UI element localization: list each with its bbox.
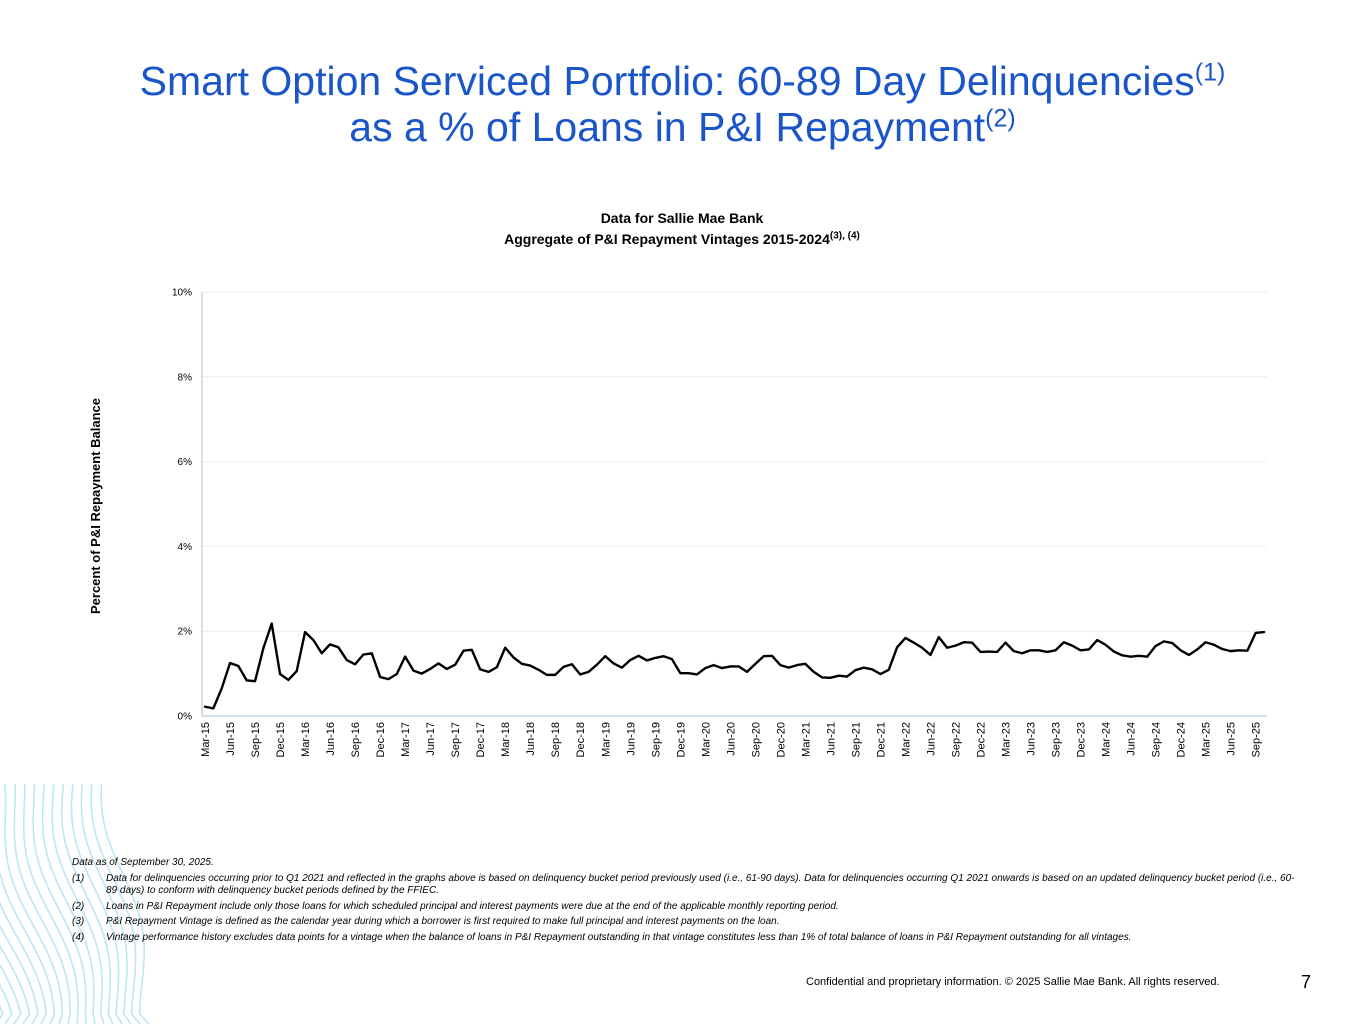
wave-line: [60, 783, 114, 1024]
page-number: 7: [1301, 972, 1312, 992]
x-tick-label: Jun-17: [425, 722, 437, 756]
x-tick-label: Mar-22: [900, 722, 912, 757]
y-tick-label: 2%: [178, 627, 193, 638]
data-as-of: Data as of September 30, 2025.: [72, 857, 214, 868]
wave-line: [4, 783, 64, 1024]
x-tick-label: Dec-19: [675, 722, 687, 757]
x-tick-label: Dec-18: [575, 722, 587, 757]
wave-line: [70, 783, 123, 1024]
x-tick-label: Jun-24: [1126, 722, 1138, 756]
y-tick-label: 4%: [178, 542, 193, 553]
wave-line: [100, 783, 150, 1024]
x-tick-label: Jun-16: [325, 722, 337, 756]
x-tick-label: Sep-25: [1251, 722, 1263, 757]
chart-subtitle-wrap: Aggregate of P&I Repayment Vintages 2015…: [382, 231, 982, 247]
x-tick-label: Dec-20: [775, 722, 787, 757]
x-tick-label: Dec-16: [375, 722, 387, 757]
y-axis-title: Percent of P&I Repayment Balance: [88, 398, 103, 614]
confidential-notice: Confidential and proprietary information…: [806, 976, 1220, 988]
title-line2-footnote: (2): [985, 104, 1016, 133]
x-tick-label: Mar-16: [300, 722, 312, 757]
chart-subtitle: Aggregate of P&I Repayment Vintages 2015…: [504, 231, 830, 247]
x-tick-label: Mar-18: [500, 722, 512, 757]
x-tick-label: Jun-21: [825, 722, 837, 756]
x-tick-label: Mar-24: [1101, 722, 1113, 757]
wave-line: [41, 783, 96, 1024]
x-tick-label: Mar-20: [700, 722, 712, 757]
chart-title: Data for Sallie Mae Bank: [600, 210, 764, 226]
wave-line: [0, 924, 39, 1024]
x-tick-label: Sep-22: [950, 722, 962, 757]
x-tick-label: Jun-23: [1026, 722, 1038, 756]
x-tick-label: Mar-15: [200, 722, 212, 757]
wave-line: [80, 783, 132, 1024]
footnote-2: (2) Loans in P&I Repayment include only …: [72, 901, 1302, 914]
title-line1-footnote: (1): [1194, 58, 1226, 87]
x-tick-label: Dec-21: [875, 722, 887, 757]
footnote-marker: (2): [72, 900, 85, 912]
x-tick-label: Dec-15: [275, 722, 287, 757]
y-tick-label: 8%: [178, 372, 193, 383]
x-tick-label: Sep-16: [350, 722, 362, 757]
wave-line: [22, 783, 79, 1024]
footnote-4: (4) Vintage performance history excludes…: [72, 932, 1302, 945]
series-line: [203, 622, 1266, 710]
x-tick-label: Mar-17: [400, 722, 412, 757]
x-tick-label: Mar-23: [1001, 722, 1013, 757]
chart-subtitle-footnote: (3), (4): [829, 230, 860, 242]
wave-line: [0, 963, 22, 1024]
wave-line: [0, 869, 56, 1024]
wave-lines-decoration: [0, 783, 150, 1024]
footnote-1: (1) Data for delinquencies occurring pri…: [72, 873, 1302, 898]
footnotes: Data as of September 30, 2025. (1) Data …: [72, 857, 1302, 944]
footnote-text: Vintage performance history excludes dat…: [106, 931, 1132, 943]
wave-line: [32, 783, 87, 1024]
wave-line: [13, 783, 71, 1024]
footnote-marker: (4): [72, 931, 85, 943]
x-tick-label: Sep-20: [750, 722, 762, 757]
wave-line: [0, 944, 31, 1024]
x-tick-label: Mar-19: [600, 722, 612, 757]
x-tick-label: Dec-17: [475, 722, 487, 757]
title-line1: Smart Option Serviced Portfolio: 60-89 D…: [139, 58, 1195, 104]
x-tick-label: Mar-25: [1201, 722, 1213, 757]
footnote-text: Loans in P&I Repayment include only thos…: [106, 900, 839, 912]
wave-line: [90, 783, 141, 1024]
page-title: Smart Option Serviced Portfolio: 60-89 D…: [0, 58, 1365, 150]
x-tick-label: Jun-18: [525, 722, 537, 756]
footnote-text: P&I Repayment Vintage is defined as the …: [106, 916, 780, 927]
x-tick-label: Sep-18: [550, 722, 562, 757]
x-tick-label: Sep-24: [1151, 722, 1163, 757]
x-tick-label: Mar-21: [800, 722, 812, 757]
x-tick-label: Sep-17: [450, 722, 462, 757]
x-tick-label: Sep-21: [850, 722, 862, 757]
y-tick-label: 0%: [178, 712, 193, 723]
footnote-marker: (1): [72, 872, 85, 884]
x-tick-label: Jun-22: [925, 722, 937, 756]
wave-line: [0, 901, 48, 1024]
footnote-text: Data for delinquencies occurring prior t…: [106, 872, 1295, 897]
wave-line: [51, 783, 105, 1024]
x-tick-label: Jun-20: [725, 722, 737, 756]
footnote-3: (3) P&I Repayment Vintage is defined as …: [72, 916, 1302, 929]
x-tick-label: Jun-25: [1226, 722, 1238, 756]
x-tick-label: Jun-15: [225, 722, 237, 756]
x-tick-label: Dec-22: [975, 722, 987, 757]
x-tick-label: Sep-19: [650, 722, 662, 757]
x-tick-label: Sep-23: [1051, 722, 1063, 757]
y-tick-label: 10%: [172, 288, 192, 299]
footnote-marker: (3): [72, 916, 85, 927]
x-tick-label: Sep-15: [250, 722, 262, 757]
x-tick-label: Dec-24: [1176, 722, 1188, 757]
y-tick-label: 6%: [178, 457, 193, 468]
x-tick-label: Dec-23: [1076, 722, 1088, 757]
x-tick-label: Jun-19: [625, 722, 637, 756]
line-chart: 0% 2% 4% 6% 8% 10% Percent of P&I Repayment Ba…: [88, 288, 1267, 757]
title-line2: as a % of Loans in P&I Repayment: [349, 104, 986, 150]
